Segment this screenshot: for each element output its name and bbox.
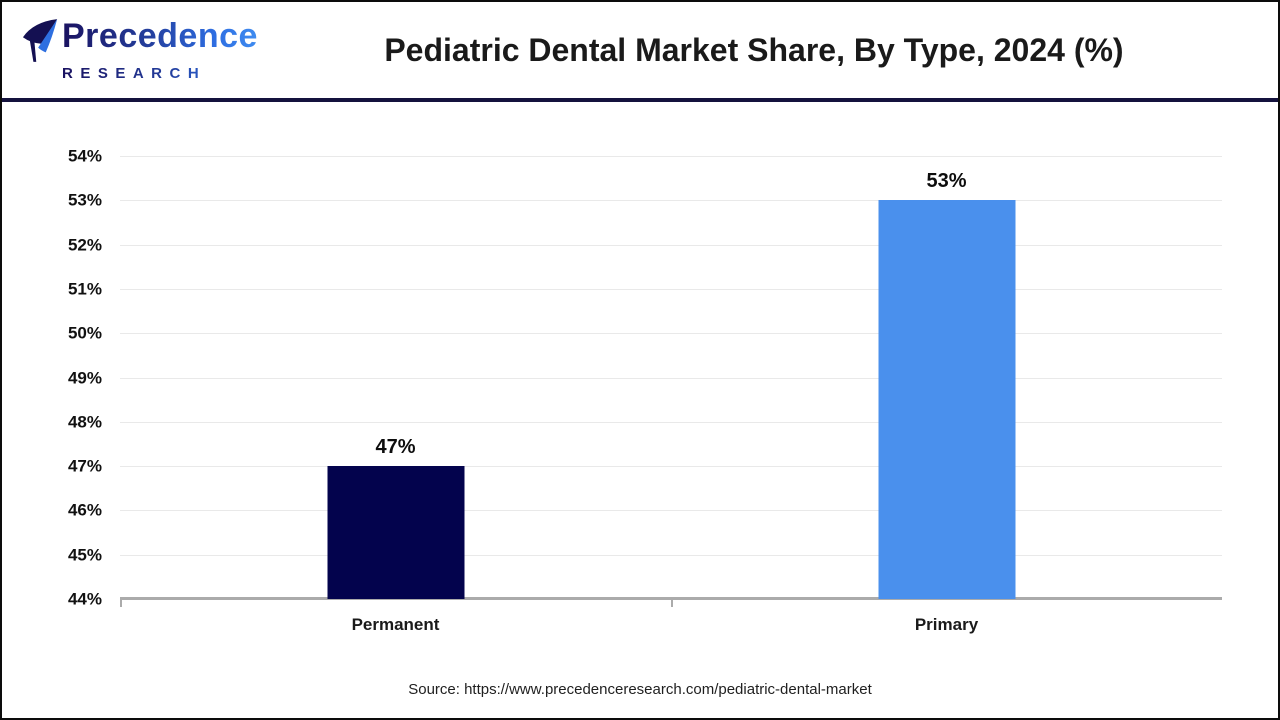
y-tick-label: 51% <box>67 279 102 299</box>
gridline <box>120 244 1222 246</box>
y-axis: 44% 45% 46% 47% 48% 49% 50% 51% 52% 53% 54% <box>2 148 102 608</box>
gridline <box>120 288 1222 290</box>
gridline <box>120 377 1222 379</box>
bar-group-permanent: 47% <box>327 437 464 599</box>
y-tick-label: 45% <box>67 545 102 565</box>
y-tick-label: 48% <box>67 412 102 432</box>
bar-permanent <box>327 466 464 599</box>
x-axis-tick <box>120 599 122 607</box>
y-tick-label: 50% <box>67 323 102 343</box>
y-tick-label: 49% <box>67 368 102 387</box>
y-tick-label: 52% <box>67 235 102 255</box>
gridline <box>120 466 1222 468</box>
bar-value-label: 47% <box>375 436 416 459</box>
y-tick-label: 47% <box>67 456 102 476</box>
bar-value-label: 53% <box>926 170 967 193</box>
x-axis-tick <box>671 599 673 607</box>
gridline <box>120 510 1222 512</box>
gridline <box>120 554 1222 556</box>
y-tick-label: 44% <box>67 589 102 609</box>
source-text: Source: https://www.precedenceresearch.c… <box>408 681 872 698</box>
bar-group-primary: 53% <box>878 171 1015 599</box>
x-category-label: Primary <box>914 615 979 634</box>
precedence-research-logo: Precedence RESEARCH <box>22 17 258 82</box>
bar-primary <box>878 200 1015 599</box>
y-tick-label: 46% <box>67 500 102 520</box>
plot-area: 47% Permanent 53% Primary <box>120 156 1222 634</box>
x-category-label: Permanent <box>351 615 440 634</box>
gridline <box>120 333 1222 335</box>
header: Precedence RESEARCH Pediatric Dental Mar… <box>2 2 1278 102</box>
gridline <box>120 421 1222 423</box>
logo-wordmark: Precedence <box>62 17 258 55</box>
x-axis-line <box>120 597 1222 600</box>
logo-subtitle: RESEARCH <box>62 65 258 82</box>
y-tick-label: 54% <box>67 146 102 166</box>
y-tick-label: 53% <box>67 190 102 210</box>
chart-title: Pediatric Dental Market Share, By Type, … <box>384 31 1124 68</box>
chart-area: 44% 45% 46% 47% 48% 49% 50% 51% 52% 53% 54% 47% Per… <box>2 102 1278 714</box>
precedence-logo-icon <box>22 19 58 62</box>
gridline <box>120 156 1222 157</box>
gridline <box>120 200 1222 202</box>
